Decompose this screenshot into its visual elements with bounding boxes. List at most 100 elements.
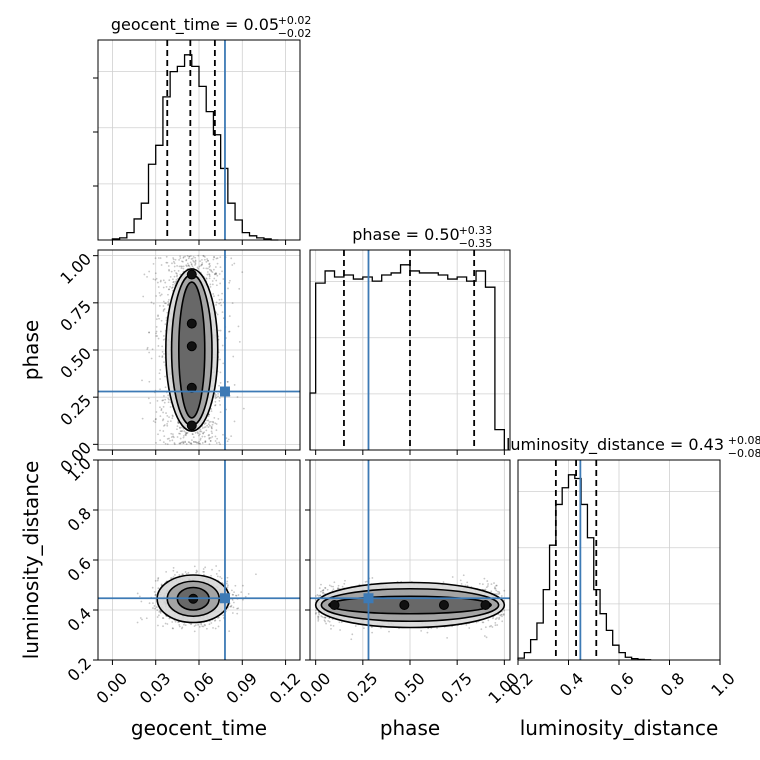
sample-point [468,627,471,629]
sample-point [199,430,202,433]
sample-point [218,399,221,402]
sample-point [332,624,335,627]
sample-point [194,624,197,627]
sample-point [182,573,184,576]
sample-point [171,439,174,442]
sample-point [178,442,181,445]
sample-point [499,614,502,617]
sample-point [167,265,170,267]
sample-point [220,577,223,580]
sample-point [231,302,234,305]
sample-point [337,587,340,590]
sample-point [318,612,320,614]
sample-point [175,278,178,281]
sample-point [317,618,320,621]
sample-point [201,258,203,261]
sample-point [210,408,213,410]
sample-point [154,579,157,582]
sample-point [184,255,186,258]
sample-point [235,594,238,597]
sample-point [350,638,353,641]
sample-point [169,577,172,579]
sample-point [173,443,176,446]
sample-point [180,267,183,270]
sample-point [218,298,221,301]
sample-point [211,427,213,430]
sample-point [141,618,143,621]
sample-point [199,442,202,445]
sample-point [151,348,154,351]
sample-point [191,439,193,442]
title-upper-error: +0.33 [459,224,493,237]
sample-point [214,273,216,276]
sample-point [214,422,217,425]
sample-point [160,293,163,296]
sample-point [162,338,165,341]
joint-panel-geocent_time-luminosity_distance [97,459,301,661]
sample-point [208,273,210,275]
sample-point [142,295,145,298]
sample-point [351,633,354,636]
sample-point [206,271,209,273]
sample-point [180,265,182,268]
sample-point [184,441,187,444]
sample-point [152,602,154,605]
sample-point [228,630,231,633]
sample-point [154,418,157,421]
sample-point [322,589,325,591]
sample-point [213,255,215,258]
sample-point [216,274,219,277]
sample-point [157,314,159,317]
sample-point [162,399,165,402]
x-tick-label-geocent_time: 0.03 [136,669,175,708]
sample-point [171,286,174,289]
sample-point [199,260,202,263]
sample-point [211,432,213,435]
sample-point [164,281,167,284]
sample-point [141,379,143,382]
sample-point [215,279,218,282]
sample-point [338,621,341,624]
sample-point [209,265,212,267]
sample-point [172,258,175,261]
sample-point [343,582,346,585]
sample-point [328,620,331,623]
sample-point [185,434,187,437]
sample-point [200,430,203,433]
sample-point [181,260,183,263]
sample-point [172,576,175,578]
sample-point [211,423,214,426]
sample-point [167,303,169,306]
sample-point [157,345,160,347]
sample-point [210,622,213,624]
sample-point [157,286,160,288]
sample-point [185,443,188,445]
sample-point [201,262,204,264]
sample-point [205,627,208,630]
sample-point [194,262,197,265]
sample-point [189,255,192,257]
joint-panel-content [98,250,300,450]
sample-point [177,270,180,272]
sample-point [197,254,200,257]
sample-point [207,423,210,426]
sample-point [190,443,193,445]
sample-point [167,304,170,307]
sample-point [179,432,181,435]
sample-point [442,581,445,584]
sample-point [466,581,469,584]
sample-point [159,368,162,371]
sample-point [158,610,161,613]
sample-point [172,435,174,438]
sample-point [195,569,198,572]
sample-point [170,432,173,435]
sample-point [171,621,174,623]
sample-point [179,437,182,440]
sample-point [219,329,222,332]
panel-title-phase: phase = 0.50 [352,225,459,244]
sample-point [481,621,484,624]
sample-point [184,431,187,434]
sample-point [503,609,506,612]
sample-point [209,436,212,439]
sample-point [169,406,172,408]
